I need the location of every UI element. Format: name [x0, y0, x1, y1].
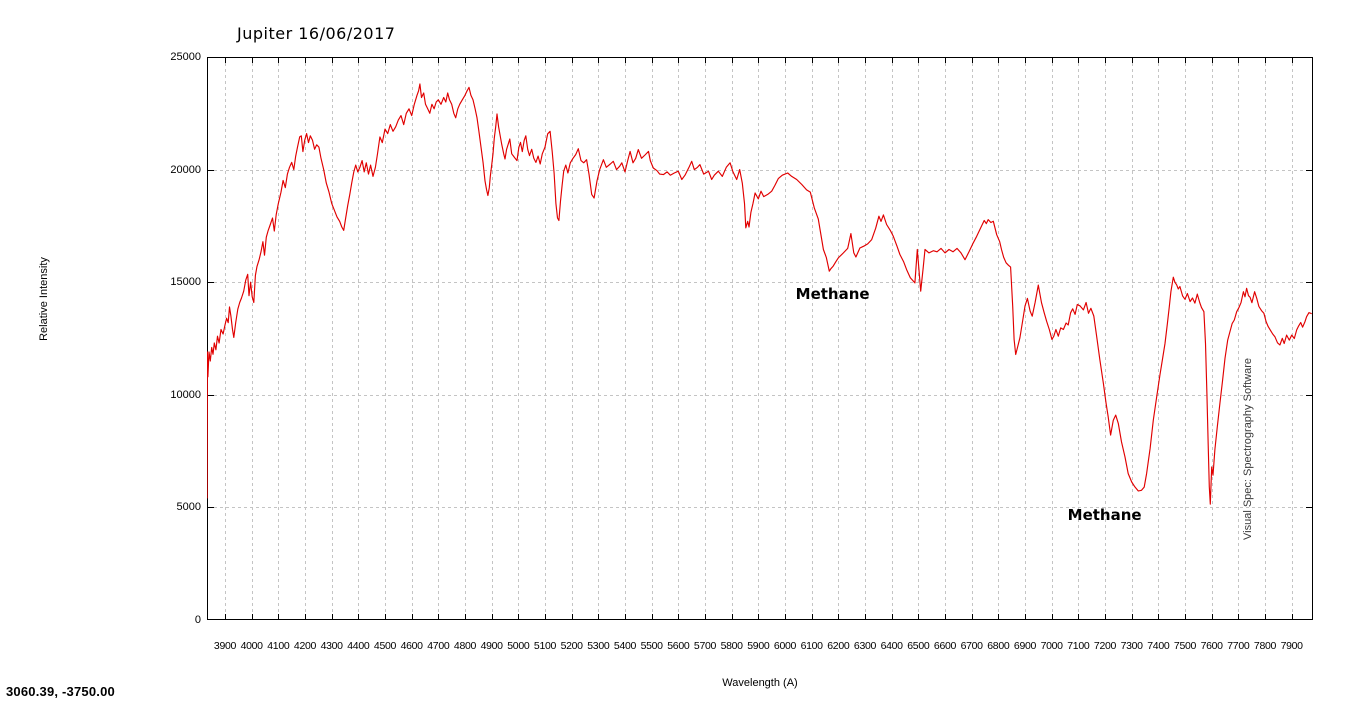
x-tick-label: 7300: [1120, 640, 1143, 652]
x-tick-label: 5800: [720, 640, 743, 652]
x-tick-label: 6300: [853, 640, 877, 652]
spectrum-plot-svg[interactable]: [207, 57, 1313, 620]
x-tick-label: 7900: [1280, 640, 1303, 652]
x-tick-label: 5100: [533, 640, 557, 652]
x-tick-label: 7600: [1200, 640, 1223, 652]
x-tick-label: 6000: [773, 640, 797, 652]
x-tick-label: 4900: [480, 640, 503, 652]
x-tick-label: 4800: [453, 640, 477, 652]
x-tick-label: 6800: [987, 640, 1010, 652]
x-tick-label: 6400: [880, 640, 903, 652]
watermark-text: Visual Spec: Spectrography Software: [1242, 357, 1254, 540]
x-tick-label: 4500: [373, 640, 397, 652]
plot-area[interactable]: [207, 57, 1313, 620]
x-tick-label: 7400: [1147, 640, 1170, 652]
y-tick-label: 20000: [170, 163, 201, 176]
x-tick-label: 4600: [400, 640, 423, 652]
x-tick-label: 4000: [240, 640, 263, 652]
y-tick-label: 25000: [170, 51, 201, 63]
spectrum-line: [207, 83, 1312, 505]
x-tick-label: 7000: [1040, 640, 1063, 652]
x-tick-label: 5200: [560, 640, 583, 652]
y-tick-label: 5000: [176, 501, 201, 514]
y-tick-label: 0: [194, 614, 201, 626]
x-tick-label: 5600: [667, 640, 690, 652]
methane-annotation: Methane: [795, 284, 870, 303]
x-tick-label: 7100: [1067, 640, 1090, 652]
x-tick-label: 5700: [693, 640, 717, 652]
plot-border: [207, 57, 1313, 620]
y-tick-label: 10000: [170, 388, 201, 401]
x-tick-label: 5900: [747, 640, 770, 652]
chart-title: Jupiter 16/06/2017: [237, 24, 396, 43]
gridlines: [214, 63, 1306, 614]
x-tick-label: 4300: [320, 640, 343, 652]
x-tick-label: 5000: [507, 640, 530, 652]
y-tick-label: 15000: [170, 276, 201, 289]
x-tick-label: 3900: [213, 640, 237, 652]
x-tick-label: 7800: [1253, 640, 1277, 652]
x-axis-label: Wavelength (A): [722, 677, 798, 689]
x-tick-label: 6100: [800, 640, 823, 652]
x-tick-label: 6900: [1013, 640, 1037, 652]
x-tick-label: 7700: [1227, 640, 1250, 652]
axis-ticks: [208, 58, 1312, 619]
x-tick-label: 4400: [347, 640, 370, 652]
x-tick-label: 4700: [427, 640, 450, 652]
x-tick-label: 6700: [960, 640, 983, 652]
x-tick-label: 4200: [293, 640, 317, 652]
methane-annotation: Methane: [1067, 505, 1142, 524]
x-tick-label: 7500: [1173, 640, 1197, 652]
x-tick-label: 4100: [267, 640, 290, 652]
cursor-coordinates-readout: 3060.39, -3750.00: [6, 684, 115, 699]
x-tick-label: 6200: [827, 640, 850, 652]
x-tick-label: 5500: [640, 640, 663, 652]
x-tick-label: 6500: [907, 640, 930, 652]
x-tick-label: 6600: [933, 640, 957, 652]
x-tick-label: 5300: [587, 640, 610, 652]
x-tick-label: 5400: [613, 640, 637, 652]
y-axis-label: Relative Intensity: [38, 257, 50, 341]
x-tick-label: 7200: [1093, 640, 1117, 652]
